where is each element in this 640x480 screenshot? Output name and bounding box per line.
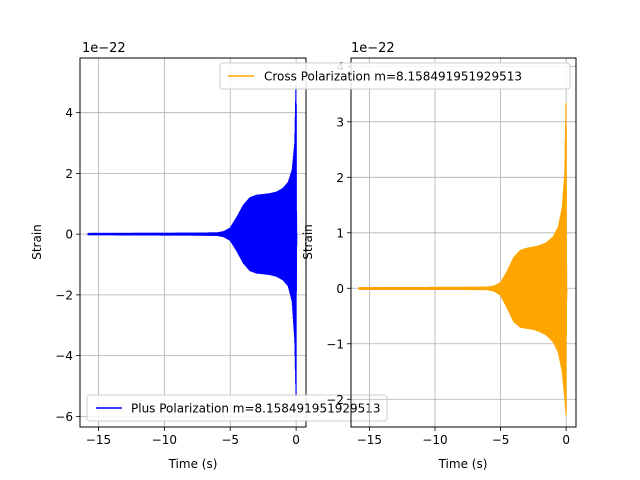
legend-box [219,62,571,90]
x-tick-label: −10 [422,433,447,447]
axes-frame [79,57,307,428]
cross-polarization-chart: −15−10−50−2−101234 1e−22 Time (s) Strain… [219,41,577,471]
series-line-0 [358,102,568,416]
x-tick-label: −10 [152,433,177,447]
y-tick-label: −2 [326,393,344,407]
legend-box [86,394,388,422]
legend-label-plus: Plus Polarization m=8.158491951929513 [131,402,381,416]
legend: Plus Polarization m=8.158491951929513 [86,394,388,422]
grid [351,58,576,427]
x-tick-label: −15 [357,433,382,447]
y-tick-label: −6 [55,410,73,424]
x-axis-label: Time (s) [168,457,218,471]
y-tick-label: 4 [65,106,73,120]
y-tick-label: 2 [336,171,344,185]
axes-frame [350,57,577,428]
y-tick-label: −4 [55,349,73,363]
x-tick-label: −5 [221,433,239,447]
plot-area [87,85,298,398]
y-offset-text: 1e−22 [82,41,126,56]
ticks: −15 −10 −5 0 −6 −4 −2 0 2 4 [55,106,300,447]
x-tick-label: 0 [292,433,300,447]
y-axis-label: Strain [301,224,315,260]
y-tick-label: 0 [336,282,344,296]
legend-label-cross: Cross Polarization m=8.158491951929513 [264,70,522,84]
y-tick-label: 3 [336,115,344,129]
y-tick-label: 1 [336,226,344,240]
x-axis-label: Time (s) [438,457,488,471]
x-tick-label: −5 [492,433,510,447]
legend: Cross Polarization m=8.158491951929513 [219,62,571,90]
series-line-0 [87,85,298,398]
x-tick-label: 0 [562,433,570,447]
y-axis-label: Strain [30,224,44,260]
x-tick-label: −15 [86,433,111,447]
y-offset-text: 1e−22 [351,41,395,56]
plot-area [358,102,568,416]
y-tick-label: 0 [65,228,73,242]
y-tick-label: −1 [326,337,344,351]
ticks: −15−10−50−2−101234 [326,60,570,447]
y-tick-label: −2 [55,288,73,302]
y-tick-label: 2 [65,167,73,181]
